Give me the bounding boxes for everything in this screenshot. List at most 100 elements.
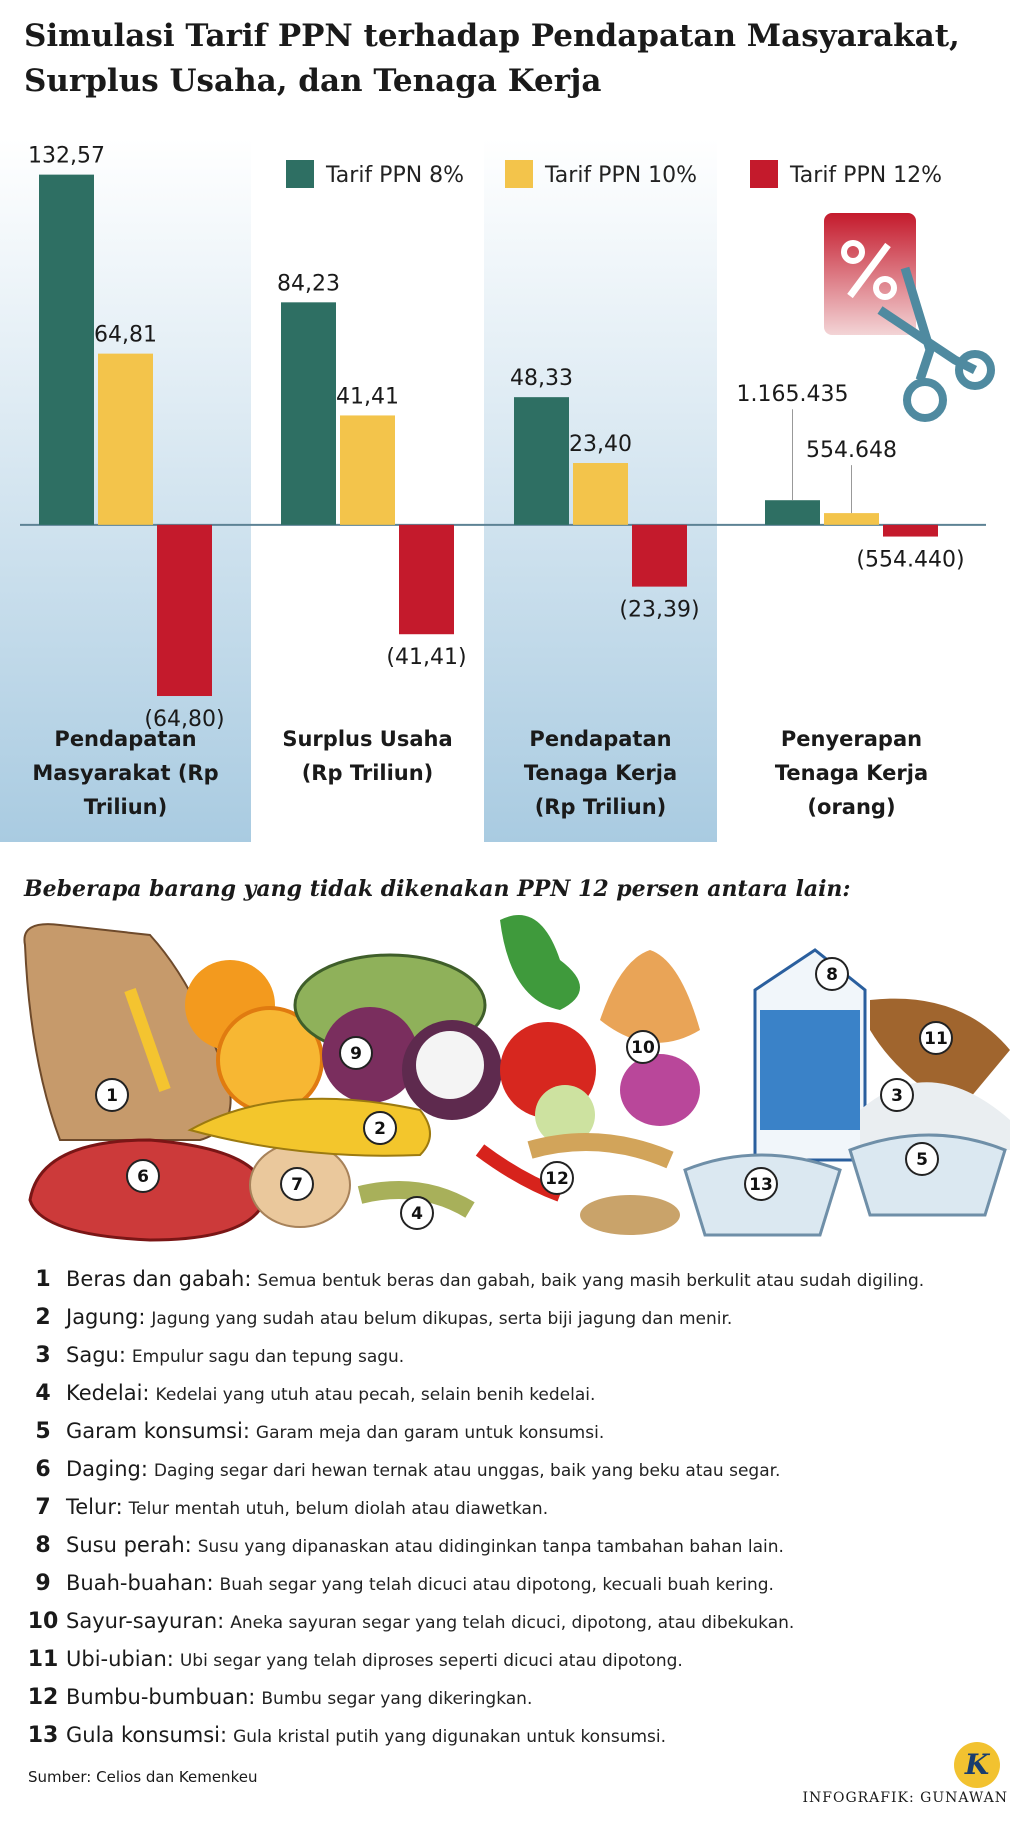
item-badge-number: 7 — [291, 1175, 303, 1195]
item-description: Aneka sayuran segar yang telah dicuci, d… — [230, 1613, 795, 1633]
item-badge — [905, 1142, 939, 1176]
item-name: Susu perah: — [66, 1533, 192, 1557]
item-badge-number: 6 — [137, 1167, 149, 1187]
item-badge — [744, 1167, 778, 1201]
bar — [765, 500, 820, 525]
item-row: 13 Gula konsumsi: Gula kristal putih yang … — [20, 1716, 1020, 1754]
legend-swatch — [750, 160, 778, 188]
item-row: 6 Daging: Daging segar dari hewan ternak a… — [20, 1450, 1020, 1488]
item-name: Ubi-ubian: — [66, 1647, 174, 1671]
item-number: 6 — [35, 1457, 51, 1482]
item-number: 8 — [35, 1533, 51, 1558]
item-name: Daging: — [66, 1457, 148, 1481]
value-label: 132,57 — [28, 144, 105, 169]
item-badge-number: 8 — [826, 965, 838, 985]
item-number: 13 — [27, 1723, 59, 1748]
bar — [632, 524, 687, 587]
bar — [399, 524, 454, 635]
item-badge-number: 12 — [545, 1169, 569, 1189]
item-description: Empulur sagu dan tepung sagu. — [131, 1347, 405, 1367]
source: Sumber: Celios dan Kemenkeu — [28, 1768, 258, 1786]
item-row: 8 Susu perah: Susu yang dipanaskan atau di… — [20, 1526, 1020, 1564]
item-badge-number: 3 — [891, 1086, 903, 1106]
item-badge — [626, 1030, 660, 1064]
item-badge-number: 10 — [631, 1038, 655, 1058]
item-badge — [880, 1078, 914, 1112]
bar — [340, 415, 395, 525]
item-number: 3 — [35, 1343, 51, 1368]
legend-swatch — [505, 160, 533, 188]
item-description: Semua bentuk beras dan gabah, baik yang … — [257, 1271, 925, 1291]
item-row: 3 Sagu: Empulur sagu dan tepung sagu. — [20, 1336, 1020, 1374]
item-row: 1 Beras dan gabah: Semua bentuk beras dan … — [20, 1260, 1020, 1298]
item-row: 4 Kedelai: Kedelai yang utuh atau pecah, s… — [20, 1374, 1020, 1412]
item-row: 5 Garam konsumsi: Garam meja dan garam unt… — [20, 1412, 1020, 1450]
item-name: Bumbu-bumbuan: — [66, 1685, 256, 1709]
item-row: 7 Telur: Telur mentah utuh, belum diolah a… — [20, 1488, 1020, 1526]
item-name: Garam konsumsi: — [66, 1419, 250, 1443]
value-label: (554.440) — [856, 548, 964, 573]
item-number: 5 — [35, 1419, 51, 1444]
item-badge — [339, 1036, 373, 1070]
value-label: 554.648 — [806, 438, 897, 463]
item-number: 1 — [35, 1267, 51, 1292]
item-name: Telur: — [66, 1495, 123, 1519]
item-row: 9 Buah-buahan: Buah segar yang telah dicuc… — [20, 1564, 1020, 1602]
category-label: Pendapatan Masyarakat (Rp Triliun) — [32, 727, 219, 819]
item-name: Sayur-sayuran: — [66, 1609, 225, 1633]
subtitle: Beberapa barang yang tidak dikenakan PPN… — [24, 876, 851, 902]
legend-label: Tarif PPN 10% — [544, 163, 697, 188]
item-description: Jagung yang sudah atau belum dikupas, se… — [151, 1309, 733, 1329]
logo: K — [954, 1742, 1000, 1788]
credit: INFOGRAFIK: GUNAWAN — [802, 1790, 1008, 1806]
item-number: 7 — [35, 1495, 51, 1520]
item-description: Garam meja dan garam untuk konsumsi. — [255, 1423, 605, 1443]
item-number: 2 — [35, 1305, 51, 1330]
bar — [573, 463, 628, 525]
item-number: 9 — [35, 1571, 51, 1596]
item-row: 2 Jagung: Jagung yang sudah atau belum dik… — [20, 1298, 1020, 1336]
item-row: 11 Ubi-ubian: Ubi segar yang telah diprose… — [20, 1640, 1020, 1678]
category-label: Surplus Usaha (Rp Triliun) — [282, 727, 453, 785]
legend-label: Tarif PPN 8% — [325, 163, 464, 188]
value-label: 64,81 — [94, 323, 157, 348]
value-label: (64,80) — [144, 707, 224, 732]
item-badge — [280, 1167, 314, 1201]
item-badge-number: 2 — [374, 1119, 386, 1139]
item-list: 1 Beras dan gabah: Semua bentuk beras dan … — [20, 1260, 1020, 1754]
bar — [98, 353, 153, 525]
illustration — [23, 915, 1010, 1242]
value-label: 48,33 — [510, 366, 573, 391]
item-badge — [815, 957, 849, 991]
bar — [824, 513, 879, 525]
value-label: (23,39) — [619, 598, 699, 623]
item-badge — [363, 1111, 397, 1145]
item-number: 11 — [27, 1647, 59, 1672]
item-number: 4 — [35, 1381, 51, 1406]
item-badge — [95, 1078, 129, 1112]
value-label: (41,41) — [386, 645, 466, 670]
item-badge — [400, 1196, 434, 1230]
item-number: 12 — [27, 1685, 59, 1710]
item-name: Kedelai: — [66, 1381, 150, 1405]
item-badge-number: 4 — [411, 1204, 423, 1224]
bar — [883, 524, 938, 537]
item-description: Telur mentah utuh, belum diolah atau dia… — [128, 1499, 549, 1519]
value-label: 23,40 — [569, 432, 632, 457]
item-name: Buah-buahan: — [66, 1571, 214, 1595]
item-badge-number: 5 — [916, 1150, 928, 1170]
scissors-icon — [824, 213, 995, 422]
item-description: Bumbu segar yang dikeringkan. — [261, 1689, 533, 1709]
item-name: Jagung: — [66, 1305, 146, 1329]
item-badge-number: 13 — [749, 1175, 773, 1195]
item-badge-number: 11 — [924, 1029, 948, 1049]
item-name: Sagu: — [66, 1343, 126, 1367]
item-description: Gula kristal putih yang digunakan untuk … — [233, 1727, 667, 1747]
item-row: 12 Bumbu-bumbuan: Bumbu segar yang dikerin… — [20, 1678, 1020, 1716]
item-badge-number: 9 — [350, 1044, 362, 1064]
item-description: Ubi segar yang telah diproses seperti di… — [179, 1651, 683, 1671]
item-description: Kedelai yang utuh atau pecah, selain ben… — [155, 1385, 596, 1405]
item-badge — [919, 1021, 953, 1055]
item-name: Gula konsumsi: — [66, 1723, 228, 1747]
